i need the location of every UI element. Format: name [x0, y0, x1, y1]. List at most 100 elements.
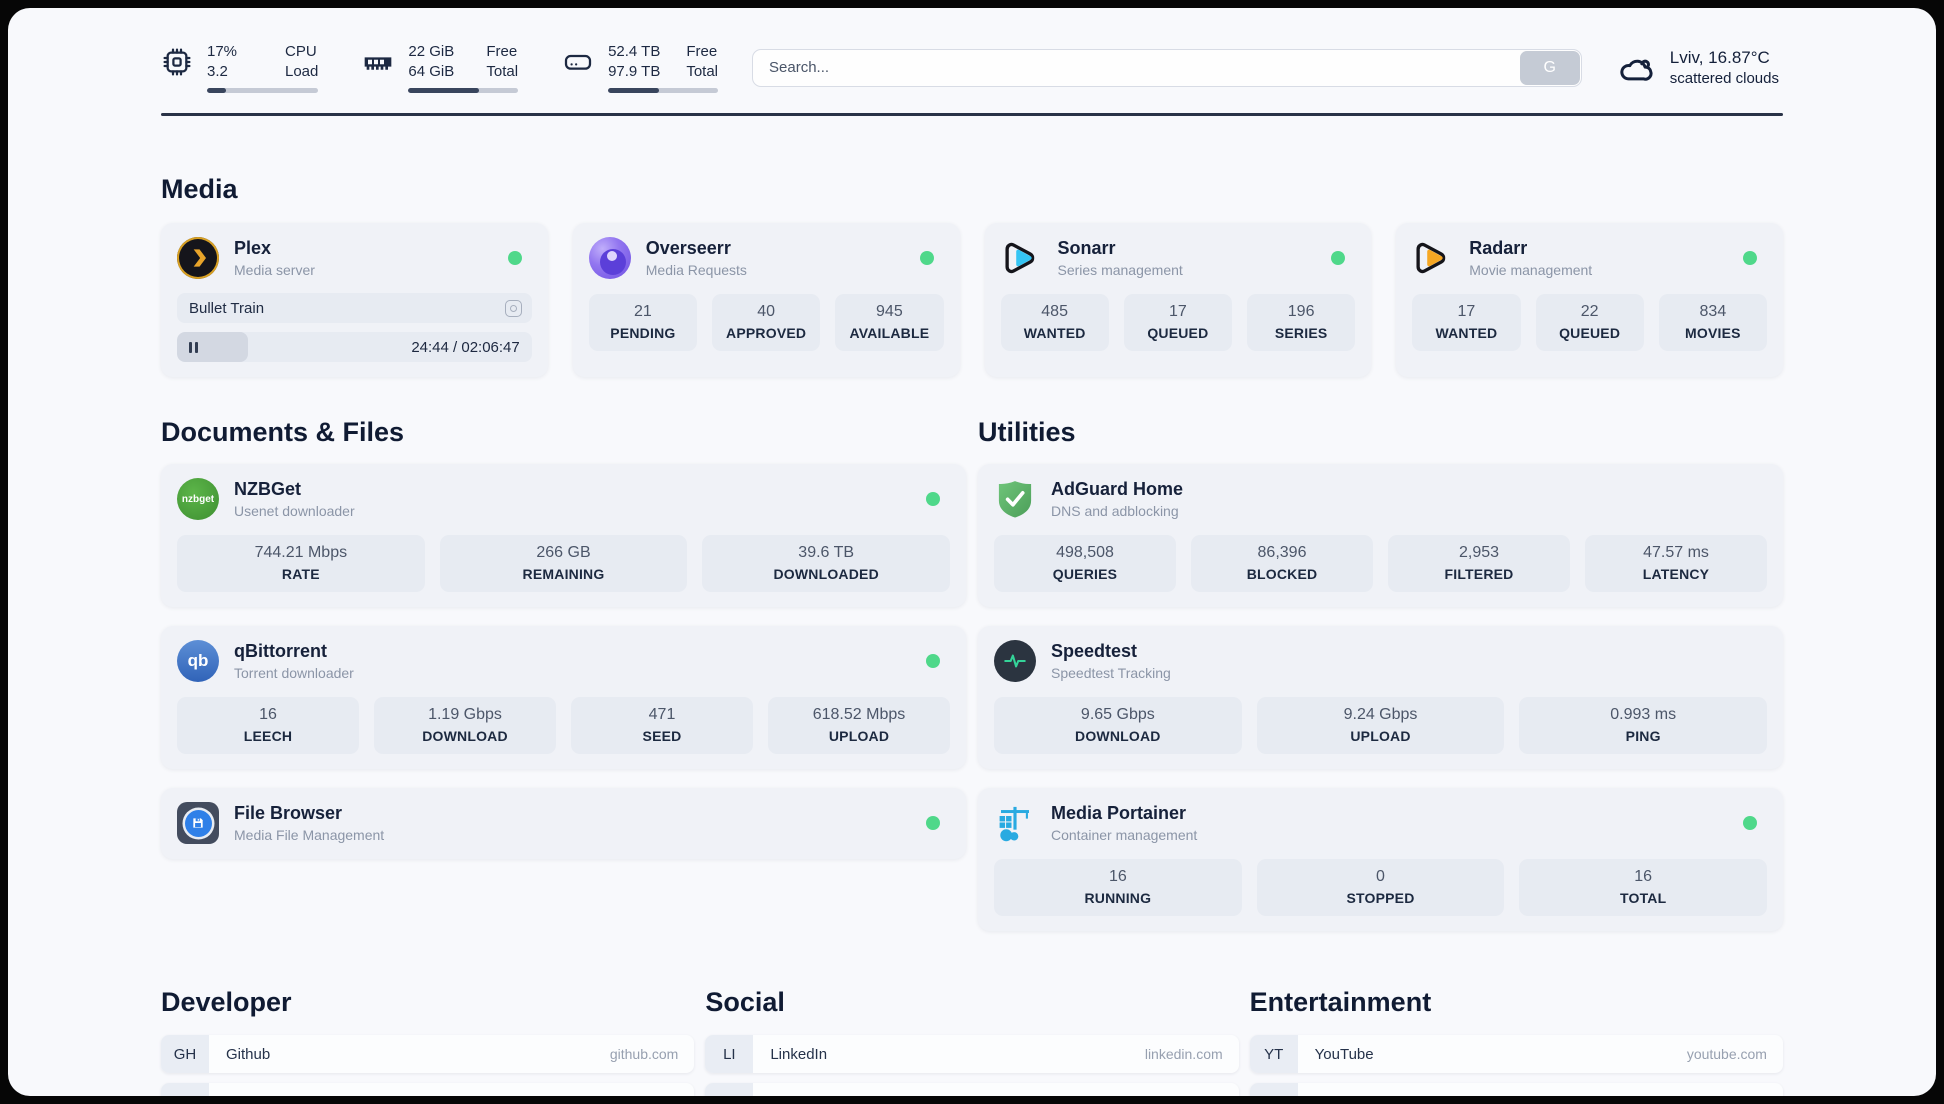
disk-free-value: 52.4 TB: [608, 43, 661, 60]
overseerr-card[interactable]: Overseerr Media Requests 21 PENDING 40 A…: [572, 223, 960, 377]
stackoverflow-badge: SO: [161, 1083, 209, 1096]
speedtest-stat-upload: 9.24 Gbps UPLOAD: [1256, 697, 1505, 754]
plex-playback-progress[interactable]: 24:44 / 02:06:47: [177, 332, 532, 362]
speedtest-stat-download: 9.65 Gbps DOWNLOAD: [994, 697, 1242, 754]
links-grid: Developer GH Github github.com SO StackO…: [161, 987, 1783, 1096]
cpu-percent: 17%: [207, 43, 238, 60]
adguard-stat-queries: 498,508 QUERIES: [994, 535, 1176, 592]
adguard-stat-filtered: 2,953 FILTERED: [1388, 535, 1570, 592]
adguard-stat-blocked: 86,396 BLOCKED: [1191, 535, 1373, 592]
dashboard-page: 17% 3.2 CPU Load: [8, 8, 1936, 1096]
portainer-title: Media Portainer: [1051, 803, 1187, 823]
nzbget-stat-rate: 744.21 Mbps RATE: [177, 535, 425, 592]
nzbget-subtitle: Usenet downloader: [234, 503, 355, 519]
speedtest-subtitle: Speedtest Tracking: [1051, 665, 1171, 681]
link-github[interactable]: GH Github github.com: [161, 1035, 695, 1073]
portainer-status-dot: [1743, 816, 1757, 830]
sonarr-card[interactable]: Sonarr Series management 485 WANTED 17 Q…: [984, 223, 1372, 377]
developer-section-heading: Developer: [161, 987, 292, 1017]
disk-total-value: 97.9 TB: [608, 62, 661, 80]
github-badge: GH: [161, 1035, 209, 1073]
search-engine-button[interactable]: G: [1519, 50, 1580, 85]
qbittorrent-stat-leech: 16 LEECH: [177, 697, 359, 754]
qbittorrent-card[interactable]: qb qBittorrent Torrent downloader 16 LEE…: [161, 626, 966, 769]
portainer-icon: [994, 802, 1036, 844]
disk-progress-track: [608, 88, 719, 93]
link-youtube[interactable]: YT YouTube youtube.com: [1249, 1035, 1783, 1073]
portainer-stat-running: 16 RUNNING: [994, 859, 1242, 916]
cpu-progress-track: [207, 88, 319, 93]
portainer-subtitle: Container management: [1051, 827, 1198, 843]
media-section-heading: Media: [161, 174, 238, 204]
speedtest-title: Speedtest: [1051, 641, 1138, 661]
portainer-card[interactable]: Media Portainer Container management 16 …: [978, 788, 1783, 931]
utilities-section-heading: Utilities: [978, 417, 1076, 447]
pause-icon[interactable]: [189, 341, 198, 353]
record-icon[interactable]: [504, 299, 522, 317]
header: 17% 3.2 CPU Load: [161, 42, 1783, 93]
plex-now-playing[interactable]: Bullet Train: [177, 293, 532, 323]
radarr-status-dot: [1743, 251, 1757, 265]
filebrowser-icon: [177, 802, 219, 844]
qbittorrent-stat-upload: 618.52 Mbps UPLOAD: [768, 697, 950, 754]
memory-progress-track: [408, 88, 519, 93]
nzbget-card[interactable]: nzbget NZBGet Usenet downloader 744.21 M…: [161, 464, 966, 607]
plex-progress-fill: [177, 332, 248, 362]
overseerr-stat-pending: 21 PENDING: [588, 294, 697, 351]
speedtest-card[interactable]: Speedtest Speedtest Tracking 9.65 Gbps D…: [978, 626, 1783, 769]
system-stats: 17% 3.2 CPU Load: [161, 42, 719, 93]
sonarr-stat-queued: 17 QUEUED: [1123, 294, 1232, 351]
header-divider: [161, 113, 1783, 116]
nzbget-icon: nzbget: [177, 478, 219, 520]
memory-total-label: Total: [486, 62, 519, 80]
nzbget-status-dot: [926, 492, 940, 506]
qbittorrent-icon: qb: [177, 640, 219, 682]
cloud-icon: [1620, 59, 1653, 81]
speedtest-icon: [994, 640, 1036, 682]
plex-icon: [177, 237, 219, 279]
adguard-card[interactable]: AdGuard Home DNS and adblocking 498,508 …: [978, 464, 1783, 607]
search-input[interactable]: [752, 48, 1582, 87]
link-twitter[interactable]: TW Twitter twitter.com: [705, 1083, 1239, 1096]
overseerr-icon: [588, 237, 631, 279]
plex-status-dot: [507, 251, 522, 265]
cpu-icon: [163, 48, 191, 76]
netflix-badge: NF: [1249, 1083, 1298, 1096]
search-bar: G: [752, 48, 1582, 87]
sonarr-subtitle: Series management: [1057, 262, 1183, 278]
disk-free-label: Free: [686, 43, 718, 60]
qbittorrent-status-dot: [926, 654, 940, 668]
qbittorrent-title: qBittorrent: [234, 641, 327, 661]
weather-condition: scattered clouds: [1669, 70, 1779, 87]
link-linkedin[interactable]: LI LinkedIn linkedin.com: [705, 1035, 1239, 1073]
cpu-load-label: Load: [285, 62, 319, 80]
memory-stat: 22 GiB 64 GiB Free Total: [362, 42, 519, 93]
plex-card[interactable]: Plex Media server Bullet Train 24:44 / 0…: [161, 223, 548, 377]
social-section: Social LI LinkedIn linkedin.com TW Twitt…: [705, 987, 1239, 1096]
speedtest-stat-ping: 0.993 ms PING: [1519, 697, 1768, 754]
nzbget-title: NZBGet: [234, 479, 301, 499]
filebrowser-card[interactable]: File Browser Media File Management: [161, 788, 966, 859]
radarr-card[interactable]: Radarr Movie management 17 WANTED 22 QUE…: [1396, 223, 1783, 377]
linkedin-badge: LI: [705, 1035, 754, 1073]
weather-widget[interactable]: Lviv, 16.87°C scattered clouds: [1616, 48, 1779, 88]
weather-location-temp: Lviv, 16.87°C: [1669, 48, 1770, 67]
youtube-badge: YT: [1249, 1035, 1298, 1073]
link-netflix[interactable]: NF Netflix netflix.com: [1249, 1083, 1783, 1096]
radarr-title: Radarr: [1469, 238, 1528, 258]
memory-progress-fill: [408, 88, 479, 93]
nzbget-stat-downloaded: 39.6 TB DOWNLOADED: [702, 535, 951, 592]
radarr-stat-movies: 834 MOVIES: [1658, 294, 1767, 351]
documents-section-heading: Documents & Files: [161, 417, 405, 447]
entertainment-section: Entertainment YT YouTube youtube.com NF …: [1249, 987, 1783, 1096]
memory-icon: [365, 57, 392, 70]
sonarr-status-dot: [1331, 251, 1346, 265]
disk-stat: 52.4 TB 97.9 TB Free Total: [562, 42, 719, 93]
portainer-stat-stopped: 0 STOPPED: [1256, 859, 1505, 916]
link-stackoverflow[interactable]: SO StackOverflow stackoverflow.com: [161, 1083, 695, 1096]
disk-icon: [564, 54, 592, 70]
qbittorrent-subtitle: Torrent downloader: [234, 665, 354, 681]
cpu-label: CPU: [285, 43, 317, 60]
twitter-badge: TW: [705, 1083, 754, 1096]
plex-title: Plex: [234, 238, 272, 258]
